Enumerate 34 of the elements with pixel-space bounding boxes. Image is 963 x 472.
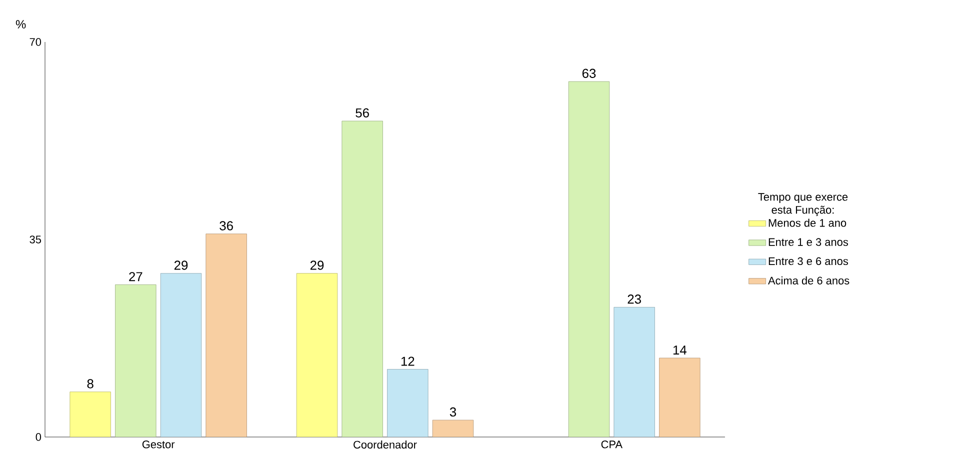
x-tick-label: Coordenador <box>354 440 417 449</box>
legend-label: Entre 1 e 3 anos <box>768 238 848 246</box>
y-axis-title: % <box>16 20 26 28</box>
legend-label: Menos de 1 ano <box>768 218 846 227</box>
x-tick-label: Gestor <box>142 440 175 448</box>
bar <box>387 369 428 437</box>
bar <box>568 81 610 437</box>
bar <box>342 120 383 437</box>
data-label: 29 <box>310 260 324 270</box>
bar <box>659 358 700 437</box>
y-tick-label: 0 <box>36 433 42 441</box>
data-label: 23 <box>628 294 641 304</box>
data-label: 36 <box>220 221 233 230</box>
data-label: 8 <box>87 379 94 388</box>
legend-label: Entre 3 e 6 anos <box>768 257 848 266</box>
legend-title: Tempo que exerce esta Função: <box>758 193 848 216</box>
bar <box>296 273 338 437</box>
x-tick-label: CPA <box>601 440 623 448</box>
data-label: 27 <box>129 272 142 282</box>
data-label: 14 <box>673 346 686 354</box>
data-label: 56 <box>356 108 369 118</box>
y-tick-label: 70 <box>30 38 42 46</box>
bar <box>160 273 202 437</box>
data-label: 3 <box>450 407 456 417</box>
bar <box>206 234 247 437</box>
data-label: 29 <box>174 260 188 270</box>
bar <box>432 420 474 437</box>
bar <box>70 392 111 437</box>
data-label: 12 <box>401 356 414 366</box>
bar <box>115 284 156 437</box>
y-tick-label: 35 <box>30 236 42 244</box>
legend-label: Acima de 6 anos <box>768 276 850 284</box>
data-label: 63 <box>582 68 596 78</box>
bar <box>614 307 655 437</box>
